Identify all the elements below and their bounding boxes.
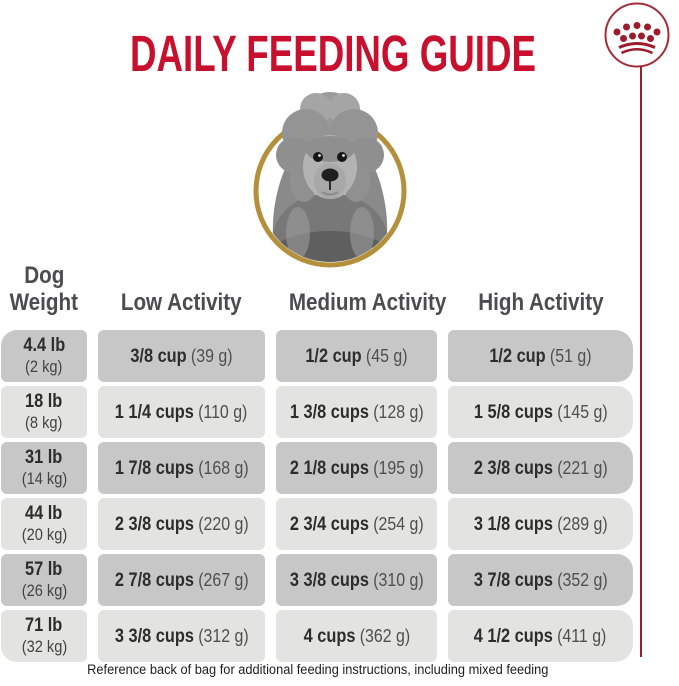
col-header-medium-activity: Medium Activity xyxy=(288,289,447,316)
table-row: 57 lb (26 kg) 2 7/8 cups (267 g) 3 3/8 cu… xyxy=(1,554,634,606)
weight-cell: 57 lb (26 kg) xyxy=(1,554,87,606)
low-activity-cell: 1 1/4 cups (110 g) xyxy=(98,386,265,438)
low-activity-cell: 1 7/8 cups (168 g) xyxy=(98,442,265,494)
logo-stem-line xyxy=(640,66,642,657)
high-activity-cell: 1/2 cup (51 g) xyxy=(448,330,633,382)
medium-activity-cell: 2 1/8 cups (195 g) xyxy=(276,442,437,494)
high-activity-cell: 2 3/8 cups (221 g) xyxy=(448,442,633,494)
table-header-row: Dog Weight Low Activity Medium Activity … xyxy=(1,258,633,320)
weight-cell: 71 lb (32 kg) xyxy=(1,610,87,662)
low-activity-cell: 3/8 cup (39 g) xyxy=(98,330,265,382)
medium-activity-cell: 1 3/8 cups (128 g) xyxy=(276,386,437,438)
feeding-table: 4.4 lb (2 kg) 3/8 cup (39 g) 1/2 cup (45 g… xyxy=(1,330,634,666)
medium-activity-cell: 4 cups (362 g) xyxy=(276,610,437,662)
low-activity-cell: 3 3/8 cups (312 g) xyxy=(98,610,265,662)
low-activity-cell: 2 3/8 cups (220 g) xyxy=(98,498,265,550)
poodle-portrait-image xyxy=(253,92,407,268)
high-activity-cell: 3 1/8 cups (289 g) xyxy=(448,498,633,550)
high-activity-cell: 1 5/8 cups (145 g) xyxy=(448,386,633,438)
weight-cell: 44 lb (20 kg) xyxy=(1,498,87,550)
weight-cell: 31 lb (14 kg) xyxy=(1,442,87,494)
medium-activity-cell: 1/2 cup (45 g) xyxy=(276,330,437,382)
page-title-text: DAILY FEEDING GUIDE xyxy=(129,25,537,82)
footer-note: Reference back of bag for additional fee… xyxy=(86,662,549,677)
col-header-low-activity: Low Activity xyxy=(121,289,242,316)
low-activity-cell: 2 7/8 cups (267 g) xyxy=(98,554,265,606)
table-row: 44 lb (20 kg) 2 3/8 cups (220 g) 2 3/4 cu… xyxy=(1,498,634,550)
table-row: 31 lb (14 kg) 1 7/8 cups (168 g) 2 1/8 cu… xyxy=(1,442,634,494)
col-header-high-activity: High Activity xyxy=(477,289,604,316)
weight-cell: 18 lb (8 kg) xyxy=(1,386,87,438)
page-title: DAILY FEEDING GUIDE xyxy=(0,24,666,83)
table-row: 71 lb (32 kg) 3 3/8 cups (312 g) 4 cups (3… xyxy=(1,610,634,662)
table-row: 18 lb (8 kg) 1 1/4 cups (110 g) 1 3/8 cup… xyxy=(1,386,634,438)
weight-cell: 4.4 lb (2 kg) xyxy=(1,330,87,382)
medium-activity-cell: 2 3/4 cups (254 g) xyxy=(276,498,437,550)
high-activity-cell: 4 1/2 cups (411 g) xyxy=(448,610,633,662)
royal-canin-crown-logo-icon xyxy=(604,2,670,68)
high-activity-cell: 3 7/8 cups (352 g) xyxy=(448,554,633,606)
col-header-dog-weight: Dog Weight xyxy=(9,262,79,316)
table-row: 4.4 lb (2 kg) 3/8 cup (39 g) 1/2 cup (45 g… xyxy=(1,330,634,382)
medium-activity-cell: 3 3/8 cups (310 g) xyxy=(276,554,437,606)
